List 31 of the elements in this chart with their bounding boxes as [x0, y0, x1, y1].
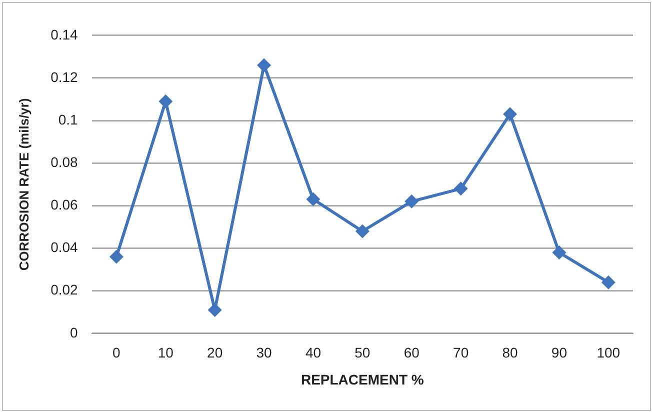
point	[257, 58, 272, 72]
point	[454, 182, 468, 196]
point	[109, 250, 124, 264]
point	[355, 224, 370, 238]
x-tick-label: 80	[502, 344, 518, 361]
x-tick-label: 20	[207, 344, 223, 361]
x-tick-label: 90	[551, 344, 568, 361]
x-axis-title: REPLACEMENT %	[300, 371, 424, 388]
x-tick-label: 30	[256, 344, 272, 361]
x-tick-label: 40	[305, 344, 322, 361]
y-tick-label: 0.04	[50, 239, 78, 256]
x-tick-label: 0	[112, 344, 121, 361]
x-tick-label: 10	[158, 344, 174, 361]
y-tick-label: 0.06	[50, 196, 78, 213]
point	[503, 107, 518, 122]
x-tick-label: 60	[404, 344, 420, 361]
y-tick-label: 0.02	[50, 282, 78, 298]
y-tick-label: 0.1	[58, 111, 78, 128]
y-tick-label: 0.14	[50, 26, 78, 42]
y-tick-label: 0.12	[50, 68, 78, 85]
y-tick-label: 0	[70, 324, 78, 340]
y-axis-title: CORROSION RATE (mils/yr)	[16, 98, 32, 271]
x-tick-label: 100	[596, 344, 620, 361]
point	[552, 246, 566, 260]
point	[601, 275, 616, 290]
point	[306, 192, 320, 206]
point	[404, 194, 419, 208]
point	[158, 94, 173, 108]
x-tick-label: 70	[453, 344, 469, 361]
x-tick-label: 50	[354, 344, 370, 361]
y-tick-label: 0.08	[50, 154, 78, 170]
